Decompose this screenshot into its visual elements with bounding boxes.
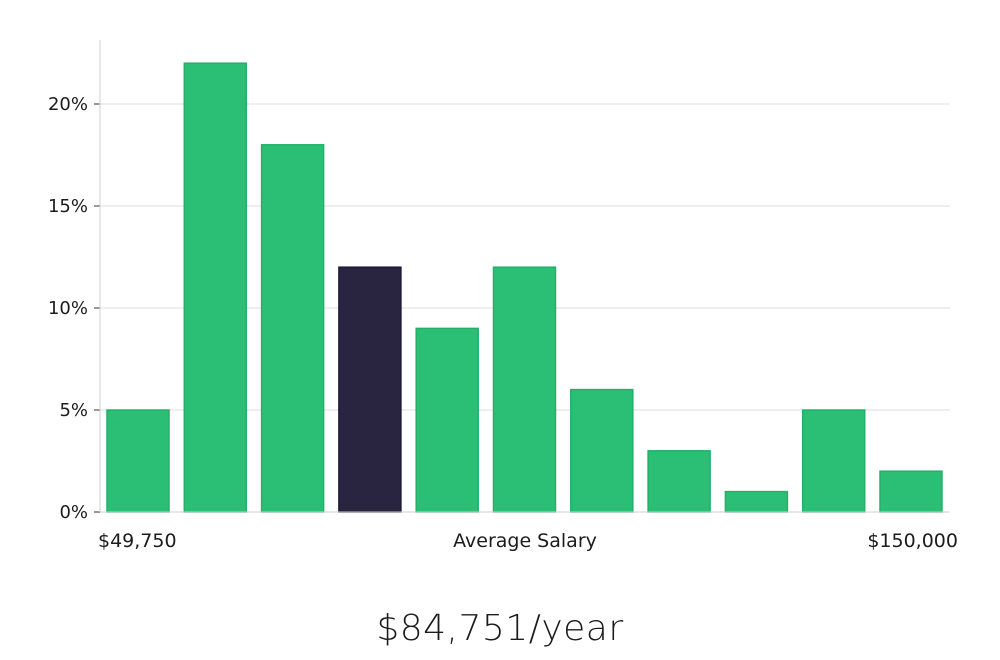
bar — [106, 409, 170, 513]
salary-histogram: 0% 5% 10% 15% 20% $49,750 Average Salary $15… — [48, 40, 958, 552]
y-tick-label: 15% — [48, 196, 88, 217]
y-tick-label: 10% — [48, 298, 88, 319]
bar — [260, 144, 325, 513]
highlighted-bar — [338, 266, 402, 513]
average-salary-value: $84,751/year — [376, 608, 624, 649]
bar — [570, 388, 634, 513]
y-tick-label: 5% — [59, 400, 88, 421]
bar — [492, 266, 557, 513]
bar — [415, 327, 479, 513]
y-axis-ticks: 0% 5% 10% 15% 20% — [48, 94, 100, 523]
bar — [879, 470, 943, 513]
bars — [106, 62, 943, 513]
x-range-min-label: $49,750 — [98, 530, 177, 552]
bar — [724, 490, 789, 513]
y-tick-label: 0% — [59, 502, 88, 523]
y-tick-label: 20% — [48, 94, 88, 115]
x-axis-title: Average Salary — [453, 530, 597, 552]
bar — [647, 450, 711, 513]
bar — [801, 409, 866, 513]
bar — [183, 62, 248, 513]
x-range-max-label: $150,000 — [867, 530, 958, 552]
